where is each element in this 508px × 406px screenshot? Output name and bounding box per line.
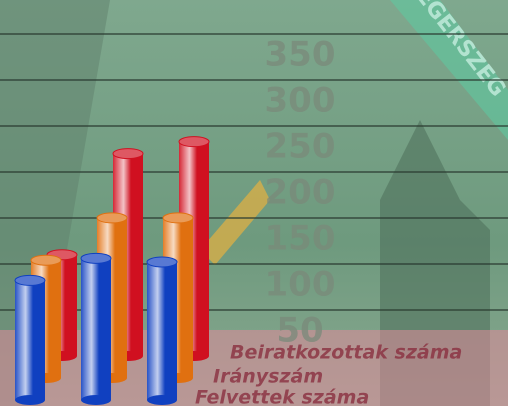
- bar: [147, 262, 177, 400]
- bar-base: [15, 395, 45, 405]
- bar: [15, 280, 45, 400]
- y-tick-label: 50: [276, 311, 323, 351]
- y-tick-label: 100: [265, 265, 336, 305]
- ribbon: [200, 180, 270, 265]
- banner: [390, 0, 508, 140]
- bar-top: [80, 252, 112, 264]
- bar-top: [96, 212, 128, 224]
- legend-label: Beiratkozottak száma: [230, 342, 462, 364]
- bar-base: [147, 395, 177, 405]
- bar-top: [14, 274, 46, 286]
- y-tick-label: 150: [265, 219, 336, 259]
- bar-top: [146, 256, 178, 268]
- bar-top: [178, 136, 210, 148]
- bar: [81, 258, 111, 400]
- y-tick-label: 300: [265, 81, 336, 121]
- bar-top: [162, 212, 194, 224]
- y-tick-label: 250: [265, 127, 336, 167]
- y-tick-label: 200: [265, 173, 336, 213]
- y-tick-label: 350: [265, 35, 336, 75]
- bar-top: [30, 254, 62, 266]
- bar-base: [81, 395, 111, 405]
- bar-top: [112, 148, 144, 160]
- legend-label: Felvettek száma: [195, 387, 369, 406]
- legend-label: Irányszám: [213, 366, 323, 388]
